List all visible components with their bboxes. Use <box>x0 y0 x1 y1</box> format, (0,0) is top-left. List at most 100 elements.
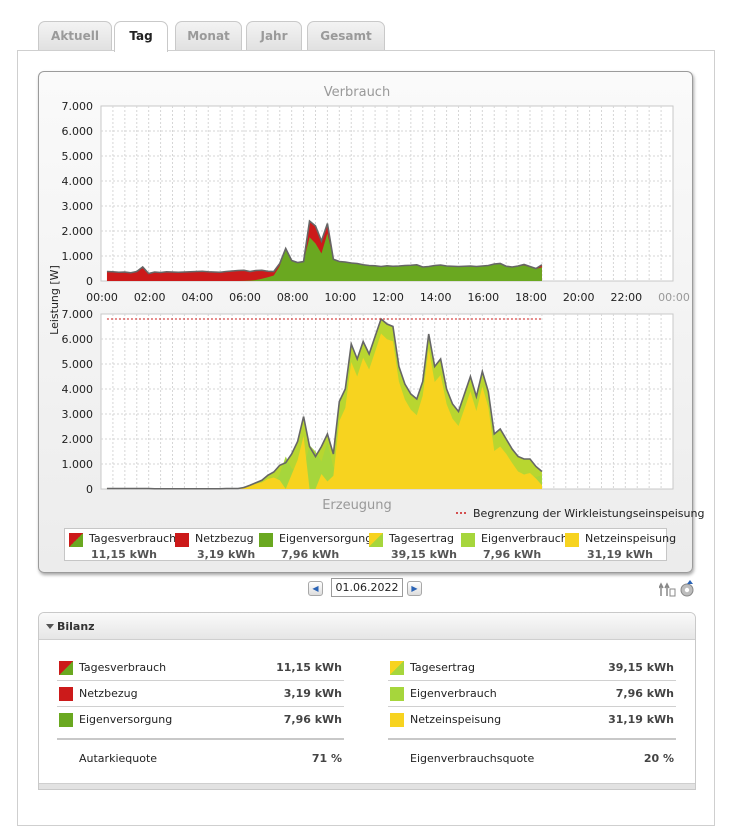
x-tick-label: 14:00 <box>420 291 452 304</box>
tab-monat[interactable]: Monat <box>175 21 242 50</box>
bilanz-value: 39,15 kWh <box>608 661 674 674</box>
bilanz-summary-autarkiequote: Autarkiequote 71 % <box>57 746 344 771</box>
legend-value: 31,19 kWh <box>587 548 653 561</box>
bilanz-summary-value: 71 % <box>311 752 342 765</box>
tab-tag[interactable]: Tag <box>114 21 168 52</box>
bilanz-summary-value: 20 % <box>643 752 674 765</box>
series-line-tagesertrag <box>106 317 543 490</box>
legend-swatch <box>461 533 475 547</box>
legend-value: 7,96 kWh <box>483 548 542 561</box>
bilanz-value: 11,15 kWh <box>276 661 342 674</box>
legend-swatch <box>59 713 73 727</box>
legend-label: Eigenversorgung <box>279 532 373 545</box>
collapse-triangle-icon[interactable] <box>46 624 54 629</box>
legend-swatch <box>565 533 579 547</box>
bilanz-value: 7,96 kWh <box>283 713 342 726</box>
bilanz-label: Eigenversorgung <box>79 713 173 726</box>
bilanz-row-netzbezug: Netzbezug 3,19 kWh <box>57 681 344 707</box>
bilanz-value: 31,19 kWh <box>608 713 674 726</box>
y-tick-label: 7.000 <box>62 308 94 321</box>
legend-value: 39,15 kWh <box>391 548 457 561</box>
bilanz-label: Netzbezug <box>79 687 138 700</box>
export-icon[interactable] <box>659 582 676 597</box>
x-tick-label: 08:00 <box>277 291 309 304</box>
series-line-tagesverbrauch <box>106 219 543 275</box>
y-tick-label: 7.000 <box>62 100 94 113</box>
date-field[interactable]: 01.06.2022 <box>331 578 403 597</box>
tab-gesamt[interactable]: Gesamt <box>307 21 385 50</box>
legend-swatch <box>175 533 189 547</box>
bilanz-summary-eigenverbrauchsquote: Eigenverbrauchsquote 20 % <box>388 746 676 771</box>
x-tick-label: 22:00 <box>610 291 642 304</box>
legend-value: 7,96 kWh <box>281 548 340 561</box>
y-tick-label: 5.000 <box>62 358 94 371</box>
legend-value: 3,19 kWh <box>197 548 256 561</box>
legend-swatch <box>59 661 73 675</box>
bilanz-label: Tagesverbrauch <box>79 661 167 674</box>
y-tick-label: 6.000 <box>62 125 94 138</box>
y-tick-label: 2.000 <box>62 433 94 446</box>
y-tick-label: 0 <box>86 483 93 496</box>
bilanz-value: 3,19 kWh <box>283 687 342 700</box>
bilanz-separator <box>57 738 344 740</box>
legend-swatch <box>59 687 73 701</box>
legend-swatch <box>390 687 404 701</box>
bilanz-row-eigenversorgung: Eigenversorgung 7,96 kWh <box>57 707 344 732</box>
bilanz-label: Eigenverbrauch <box>410 687 497 700</box>
legend-swatch <box>390 661 404 675</box>
chart-legend: Tagesverbrauch 11,15 kWh Netzbezug 3,19 kWh… <box>64 528 676 561</box>
bilanz-row-tagesertrag: Tagesertrag 39,15 kWh <box>388 655 676 681</box>
x-tick-label: 00:00 <box>86 291 118 304</box>
x-tick-label: 02:00 <box>134 291 166 304</box>
bilanz-row-eigenverbrauch: Eigenverbrauch 7,96 kWh <box>388 681 676 707</box>
bilanz-label: Netzeinspeisung <box>410 713 502 726</box>
y-tick-label: 5.000 <box>62 150 94 163</box>
chart-title-erzeugung: Erzeugung <box>322 498 392 513</box>
legend-swatch <box>259 533 273 547</box>
tab-jahr[interactable]: Jahr <box>246 21 302 50</box>
y-tick-label: 6.000 <box>62 333 94 346</box>
bilanz-row-tagesverbrauch: Tagesverbrauch 11,15 kWh <box>57 655 344 681</box>
y-tick-label: 4.000 <box>62 175 94 188</box>
series-area-netzeinspeisung <box>106 333 542 489</box>
legend-swatch <box>369 533 383 547</box>
legend-label: Tagesertrag <box>389 532 454 545</box>
bilanz-value: 7,96 kWh <box>615 687 674 700</box>
y-tick-label: 3.000 <box>62 200 94 213</box>
y-tick-label: 1.000 <box>62 458 94 471</box>
y-tick-label: 0 <box>86 275 93 288</box>
legend-label: Netzbezug <box>195 532 254 545</box>
legend-label: Tagesverbrauch <box>89 532 177 545</box>
x-tick-label: 18:00 <box>515 291 547 304</box>
x-tick-label: 20:00 <box>563 291 595 304</box>
x-tick-label: 16:00 <box>467 291 499 304</box>
settings-gear-icon[interactable] <box>680 580 694 597</box>
limit-legend-label: Begrenzung der Wirkleistungseinspeisung <box>473 507 704 520</box>
bilanz-row-netzeinspeisung: Netzeinspeisung 31,19 kWh <box>388 707 676 732</box>
bilanz-separator <box>388 738 676 740</box>
prev-day-button[interactable]: ◀ <box>308 581 323 596</box>
bilanz-footer <box>39 783 695 789</box>
y-tick-label: 4.000 <box>62 383 94 396</box>
tab-aktuell[interactable]: Aktuell <box>38 21 112 50</box>
legend-value: 11,15 kWh <box>91 548 157 561</box>
x-tick-label: 10:00 <box>324 291 356 304</box>
y-tick-label: 1.000 <box>62 250 94 263</box>
bilanz-header[interactable]: Bilanz <box>39 613 695 640</box>
next-day-button[interactable]: ▶ <box>407 581 422 596</box>
chart-tools <box>659 578 699 598</box>
legend-label: Eigenverbrauch <box>481 532 568 545</box>
series-area-eigenversorgung <box>106 233 542 281</box>
bilanz-summary-label: Autarkiequote <box>79 752 158 765</box>
chart-title-verbrauch: Verbrauch <box>324 85 390 100</box>
y-tick-label: 3.000 <box>62 408 94 421</box>
bilanz-label: Tagesertrag <box>410 661 475 674</box>
x-tick-label: 00:00 <box>658 291 690 304</box>
x-tick-label: 12:00 <box>372 291 404 304</box>
y-axis-label: Leistung [W] <box>48 265 61 335</box>
y-tick-label: 2.000 <box>62 225 94 238</box>
x-tick-label: 06:00 <box>229 291 261 304</box>
bilanz-title: Bilanz <box>57 620 95 633</box>
bilanz-summary-label: Eigenverbrauchsquote <box>410 752 535 765</box>
